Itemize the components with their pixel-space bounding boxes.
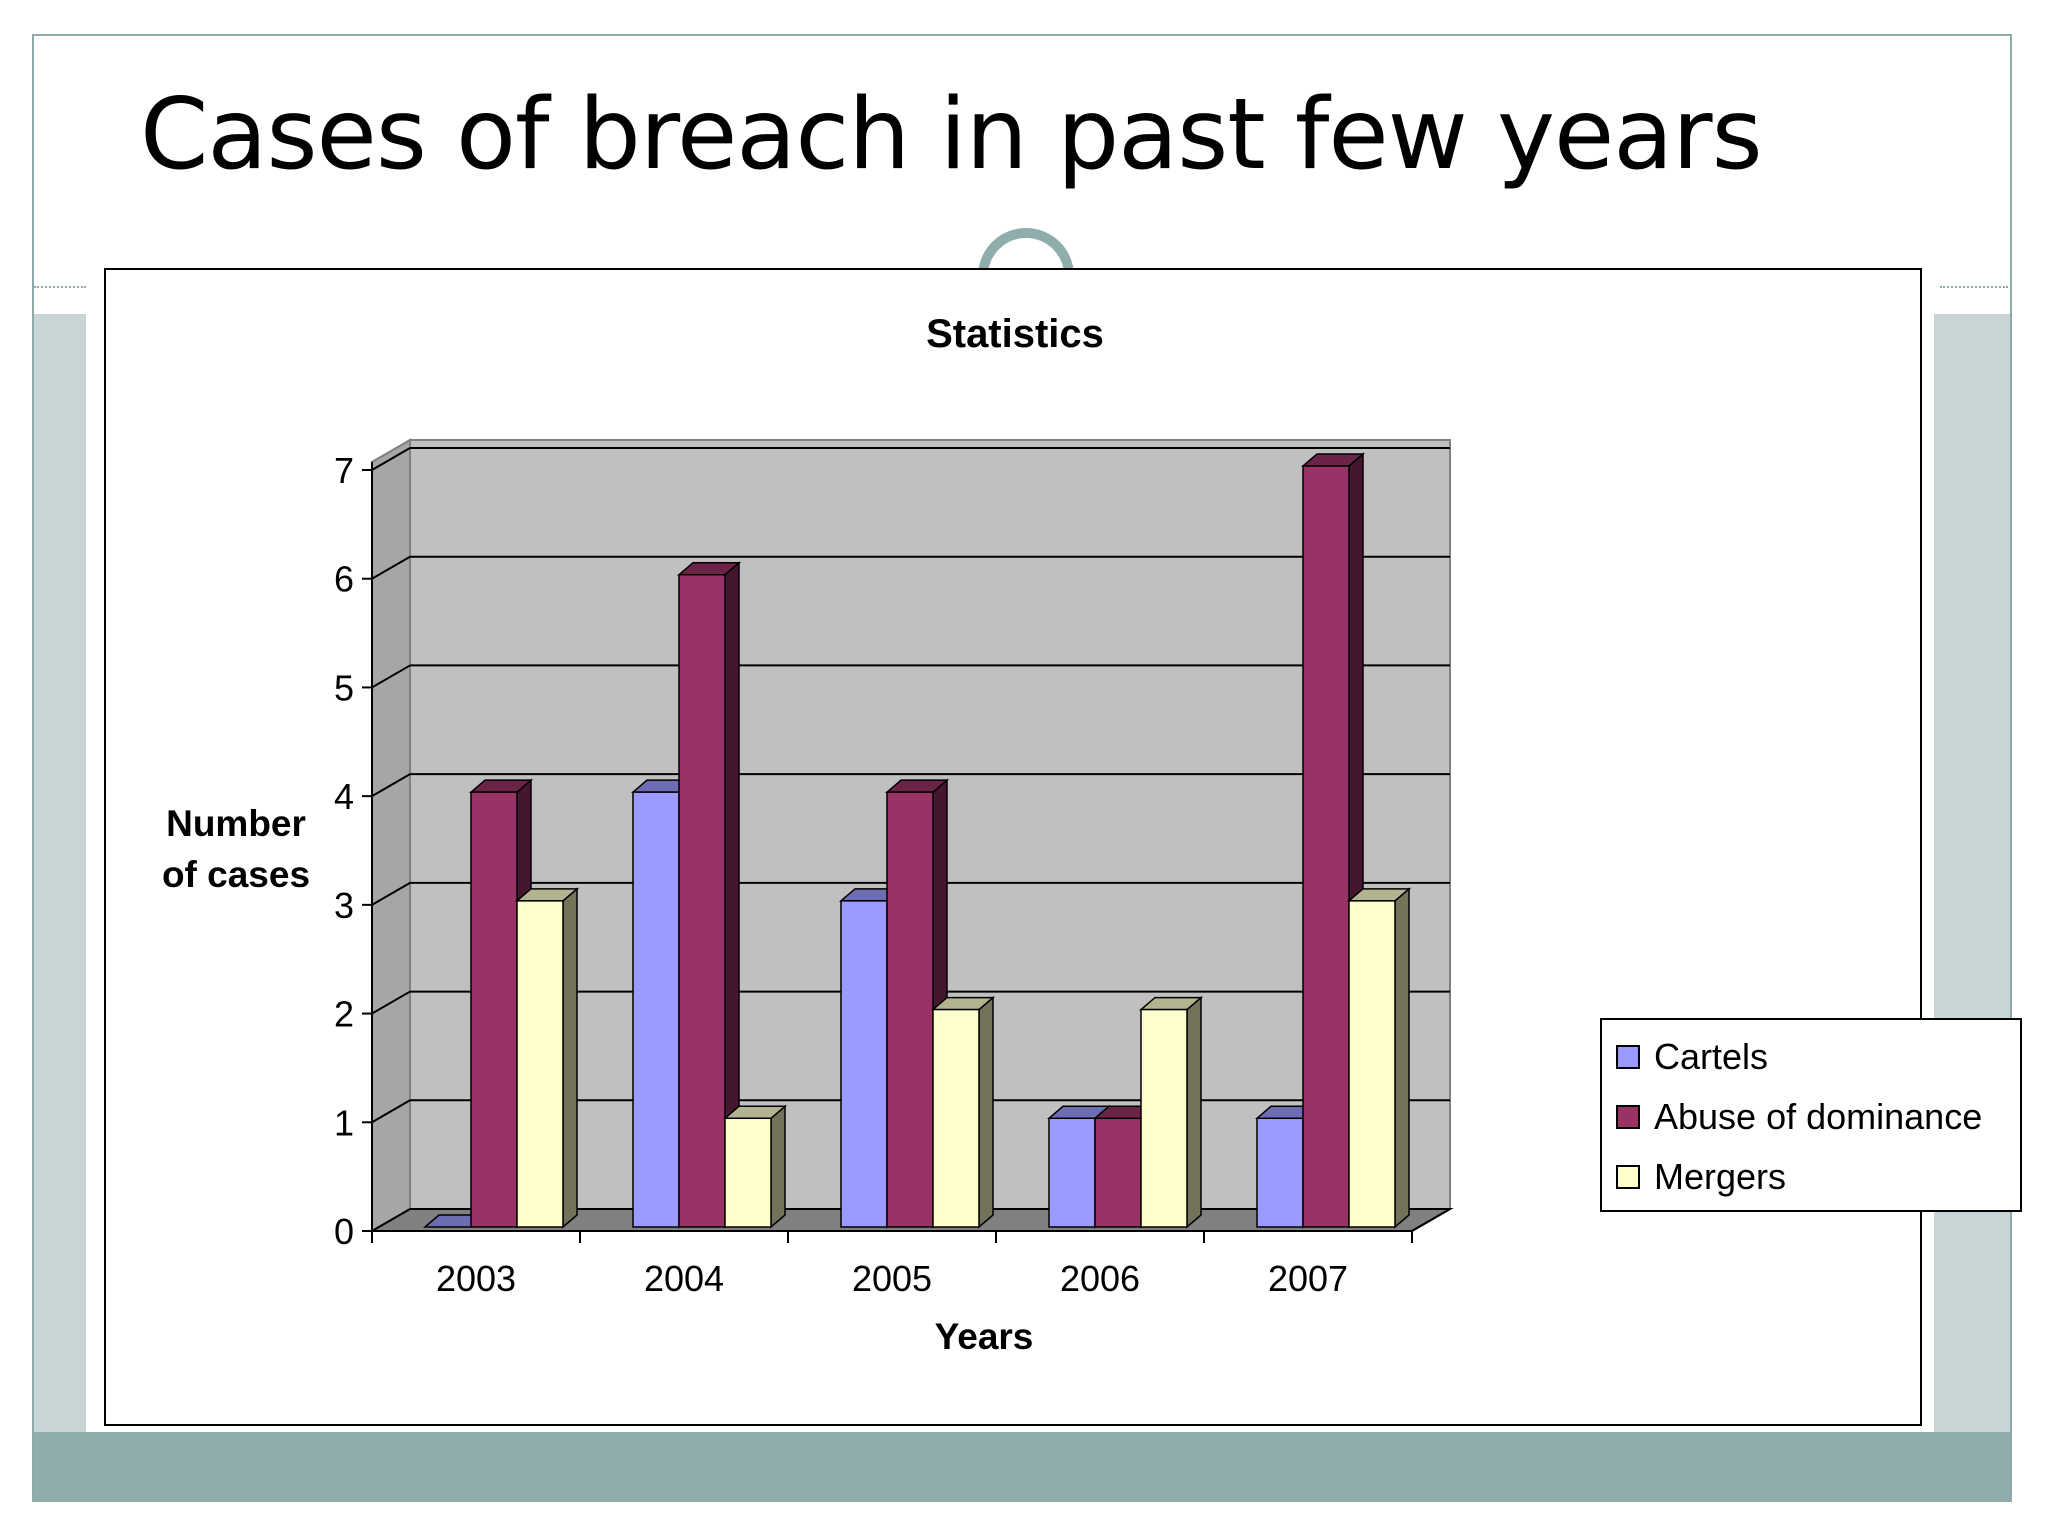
bar-side — [770, 1104, 786, 1229]
bar-front — [886, 791, 934, 1228]
x-axis-label: Years — [934, 1316, 1034, 1357]
bar-front — [840, 900, 888, 1228]
side-band-right — [1934, 314, 2010, 1434]
gridline-side — [371, 773, 411, 798]
y-tick-label: 4 — [334, 776, 354, 817]
dotted-rule-left — [34, 286, 86, 288]
chart-title: Statistics — [926, 312, 1104, 356]
bar-front — [1094, 1117, 1142, 1228]
bar-front — [724, 1117, 772, 1228]
y-tick-label: 5 — [334, 667, 354, 708]
legend-swatch-mergers — [1616, 1165, 1640, 1189]
bar-front — [932, 1008, 980, 1228]
gridline-side — [371, 555, 411, 580]
chart-plot: 0 1 2 3 4 5 6 7 2003 2004 2005 2006 2007 — [334, 438, 1454, 1299]
bar-abuse-of-dominance-2004 — [676, 561, 742, 1229]
chart-area: Statistics Number of cases Years 0 1 2 3 4 5 6… — [104, 268, 2022, 1426]
bar-mergers-2003 — [514, 887, 580, 1229]
dotted-rule-right — [1940, 286, 2008, 288]
gridline-side — [371, 881, 411, 906]
legend-label-cartels: Cartels — [1654, 1036, 1769, 1077]
bar-mergers-2004 — [722, 1104, 788, 1229]
legend-swatch-cartels — [1616, 1045, 1640, 1069]
bar-side — [1186, 995, 1202, 1229]
legend-item-abuse-of-dominance: Abuse of dominance — [1616, 1092, 1982, 1142]
legend-label-mergers: Mergers — [1654, 1156, 1787, 1197]
y-axis-label-line-2: of cases — [161, 854, 311, 895]
bar-front — [1256, 1117, 1304, 1228]
legend-item-cartels: Cartels — [1616, 1032, 1768, 1082]
y-tick-label: 7 — [334, 450, 354, 491]
bar-mergers-2007 — [1346, 887, 1412, 1229]
bar-front — [678, 573, 726, 1228]
bar-front — [516, 900, 564, 1228]
gridline-side — [371, 1099, 411, 1124]
chart-legend: Cartels Abuse of dominance Mergers — [1600, 1018, 2022, 1212]
legend-swatch-abuse-of-dominance — [1616, 1105, 1640, 1129]
x-axis-edge — [1411, 1208, 1451, 1232]
x-tick-label: 2006 — [1060, 1258, 1140, 1299]
y-tick-label: 0 — [334, 1211, 354, 1252]
bar-front — [1302, 465, 1350, 1228]
x-tick-label: 2004 — [644, 1258, 724, 1299]
x-tick-label: 2005 — [852, 1258, 932, 1299]
bar-mergers-2005 — [930, 995, 996, 1229]
gridline-side — [371, 664, 411, 689]
slide-title: Cases of breach in past few years — [140, 78, 1763, 192]
bar-side — [1394, 887, 1410, 1229]
side-band-left — [34, 314, 86, 1434]
bottom-band — [34, 1432, 2010, 1500]
y-axis-label-line-1: Number — [166, 803, 306, 844]
x-tick-label: 2003 — [436, 1258, 516, 1299]
bar-side — [978, 995, 994, 1229]
legend-item-mergers: Mergers — [1616, 1152, 1786, 1202]
bar-front — [632, 791, 680, 1228]
gridline-side — [371, 447, 411, 471]
legend-label-abuse-of-dominance: Abuse of dominance — [1654, 1096, 1983, 1137]
bar-side — [562, 887, 578, 1229]
y-tick-label: 1 — [334, 1102, 354, 1143]
x-tick-label: 2007 — [1268, 1258, 1348, 1299]
bar-front — [1048, 1117, 1096, 1228]
y-tick-label: 2 — [334, 994, 354, 1035]
y-tick-label: 3 — [334, 885, 354, 926]
y-axis-label: Number of cases — [146, 798, 326, 900]
bar-front — [470, 791, 518, 1228]
bar-mergers-2006 — [1138, 995, 1204, 1229]
bar-front — [1140, 1008, 1188, 1228]
gridline-side — [371, 990, 411, 1015]
y-tick-label: 6 — [334, 559, 354, 600]
bar-front — [1348, 900, 1396, 1228]
